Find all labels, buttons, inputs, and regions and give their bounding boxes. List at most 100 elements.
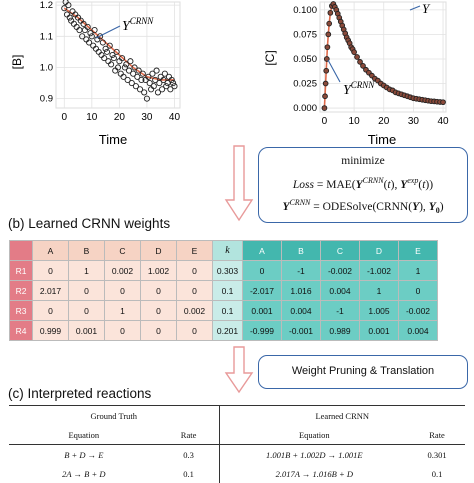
weight-row: R1 0 1 0.002 1.002 0 0.303 0 -1 -0.002 -1.002 1 bbox=[9, 260, 438, 281]
crnn-rate: 0.301 bbox=[427, 449, 447, 460]
data-point bbox=[136, 86, 144, 93]
y-tick-label: 0.050 bbox=[293, 54, 317, 65]
data-point bbox=[152, 76, 159, 83]
weight-cell-out: 0.004 bbox=[320, 280, 360, 301]
down-arrow-1 bbox=[224, 145, 254, 222]
weight-cell-out: 0.989 bbox=[320, 320, 360, 341]
weight-header-out: E bbox=[398, 240, 438, 261]
data-point bbox=[88, 33, 95, 40]
data-point bbox=[99, 39, 106, 46]
y-tick-label: 1.1 bbox=[40, 31, 53, 42]
curve-label-right: YCRNN bbox=[343, 80, 375, 98]
pruning-box: Weight Pruning & Translation bbox=[258, 355, 468, 389]
weight-header-in: D bbox=[140, 240, 177, 261]
weight-cell-out: -1.002 bbox=[359, 260, 399, 281]
data-point bbox=[160, 76, 167, 83]
group-ground-truth: Ground Truth bbox=[9, 405, 220, 425]
data-point bbox=[80, 20, 87, 27]
weight-cell-out: -0.002 bbox=[398, 300, 438, 321]
gt-rate: 0.3 bbox=[158, 444, 220, 464]
weight-cell-in: 0.999 bbox=[32, 320, 69, 341]
y-tick-label: 0.100 bbox=[293, 5, 317, 16]
weight-header-out: C bbox=[320, 240, 360, 261]
data-point bbox=[120, 73, 127, 80]
x-tick-label: 20 bbox=[378, 116, 390, 127]
weight-cell-out: 0.001 bbox=[359, 320, 399, 341]
weight-header-in: C bbox=[104, 240, 141, 261]
partial-label-right: Y bbox=[422, 1, 431, 16]
reaction-row: B + D → E 0.3 1.001B + 1.002D → 1.001E 0… bbox=[9, 444, 465, 464]
weight-cell-in: 0.001 bbox=[68, 320, 105, 341]
weight-cell-in: 0 bbox=[176, 280, 213, 301]
weight-cell-out: 0.001 bbox=[242, 300, 282, 321]
weight-cell-out: 1.005 bbox=[359, 300, 399, 321]
data-point bbox=[128, 80, 135, 87]
weight-cell-out: -1 bbox=[281, 260, 321, 281]
data-point bbox=[106, 42, 113, 49]
data-point bbox=[154, 89, 162, 96]
row-label: R1 bbox=[9, 260, 33, 281]
data-point bbox=[103, 48, 111, 55]
weight-cell-out: 1 bbox=[359, 280, 399, 301]
corner-cell bbox=[9, 240, 33, 261]
reactions-title: (c) Interpreted reactions bbox=[8, 386, 152, 401]
data-point bbox=[84, 23, 91, 30]
data-point bbox=[123, 61, 130, 68]
x-tick-label: 20 bbox=[114, 112, 126, 123]
data-point bbox=[143, 95, 150, 102]
xlabel-left: Time bbox=[99, 132, 127, 147]
col-crnn-rate: Rate bbox=[409, 425, 465, 445]
weight-header-k: k bbox=[212, 240, 243, 261]
data-point bbox=[357, 59, 363, 65]
weight-cell-in: 0 bbox=[104, 320, 141, 341]
data-point bbox=[113, 48, 120, 55]
data-point bbox=[86, 39, 93, 46]
weight-row: R3 0 0 1 0 0.002 0.1 0.001 0.004 -1 1.005 -0.002 bbox=[9, 300, 438, 321]
weight-cell-out: 0.004 bbox=[281, 300, 321, 321]
weight-cell-in: 0 bbox=[140, 300, 177, 321]
x-tick-label: 10 bbox=[86, 112, 98, 123]
y-tick-label: 1.0 bbox=[40, 62, 53, 73]
data-point bbox=[440, 99, 446, 106]
data-point bbox=[146, 80, 153, 87]
data-point bbox=[66, 14, 73, 21]
data-point bbox=[79, 33, 86, 40]
y-tick-label: 0.025 bbox=[293, 79, 317, 90]
data-point bbox=[161, 70, 168, 77]
data-point bbox=[171, 83, 178, 90]
x-tick-label: 40 bbox=[169, 112, 181, 123]
weight-cell-in: 0 bbox=[32, 260, 69, 281]
y-tick-label: 0.9 bbox=[40, 94, 53, 105]
weight-cell-in: 1 bbox=[104, 300, 141, 321]
col-gt-equation: Equation bbox=[9, 425, 159, 445]
data-point bbox=[168, 76, 175, 83]
data-point bbox=[138, 76, 145, 83]
data-point bbox=[351, 49, 357, 55]
data-point bbox=[324, 44, 331, 51]
weight-header-in: A bbox=[32, 240, 69, 261]
crnn-equation: 1.001B + 1.002D → 1.001E bbox=[265, 449, 363, 460]
weight-cell-out: -0.999 bbox=[242, 320, 282, 341]
y-tick-label: 0.075 bbox=[293, 29, 317, 40]
data-point bbox=[108, 61, 115, 68]
chart-b-concentration: 0 10 20 30 40 1.2 1.1 1.0 0.9 [B] Time YCRNN bbox=[10, 0, 181, 147]
data-point bbox=[125, 67, 133, 74]
data-point bbox=[101, 55, 108, 62]
data-point bbox=[322, 80, 329, 87]
weight-header-out: B bbox=[281, 240, 321, 261]
curve-label-left: YCRNN bbox=[122, 16, 154, 34]
data-point bbox=[87, 30, 94, 37]
weight-cell-in: 0.002 bbox=[176, 300, 213, 321]
weight-cell-in: 0 bbox=[140, 320, 177, 341]
data-point bbox=[132, 83, 139, 90]
data-point bbox=[134, 73, 141, 80]
data-point bbox=[110, 55, 117, 62]
ylabel-left: [B] bbox=[10, 55, 24, 70]
data-point bbox=[322, 93, 328, 100]
gt-equation: B + D → E bbox=[64, 449, 104, 460]
data-point bbox=[91, 27, 98, 34]
data-point bbox=[102, 45, 109, 52]
down-arrow-2 bbox=[224, 346, 254, 394]
data-point bbox=[65, 2, 72, 9]
